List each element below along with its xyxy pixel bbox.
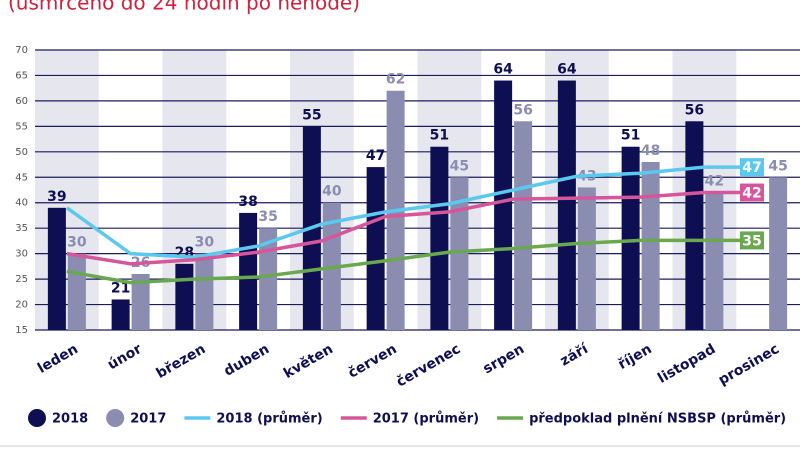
x-tick-label: březen [154, 341, 209, 382]
y-tick-label: 25 [15, 274, 28, 285]
y-tick-label: 50 [15, 147, 28, 158]
x-tick-label: duben [221, 341, 272, 380]
bar [557, 80, 576, 330]
x-tick-label: listopad [655, 341, 718, 387]
bar [685, 121, 704, 330]
bar-label: 45 [450, 158, 469, 174]
bar-label: 47 [366, 148, 385, 164]
legend-swatch [28, 409, 46, 427]
legend-label: předpoklad plnění NSBSP (průměr) [529, 412, 786, 427]
bar [641, 162, 660, 330]
bar [366, 167, 385, 330]
bar-label: 30 [67, 235, 87, 251]
x-tick-label: červenec [394, 341, 464, 390]
bar-label: 30 [195, 235, 215, 251]
bar [577, 187, 596, 330]
bar-label: 39 [47, 189, 66, 205]
bar [47, 207, 66, 330]
y-tick-label: 45 [15, 172, 28, 183]
x-tick-label: prosinec [716, 341, 782, 389]
bar-label: 35 [258, 209, 277, 225]
bar [705, 192, 724, 330]
y-tick-label: 20 [15, 300, 28, 311]
legend-label: 2018 [52, 412, 88, 427]
bar [450, 177, 469, 330]
legend-swatch [106, 409, 125, 427]
y-tick-label: 15 [15, 325, 28, 336]
x-tick-label: září [557, 340, 591, 369]
bar [131, 274, 150, 330]
bar-label: 48 [641, 143, 660, 159]
band [545, 50, 609, 330]
bar [514, 121, 533, 330]
band [672, 50, 737, 330]
y-tick-label: 70 [15, 45, 28, 56]
legend-label: 2018 (průměr) [216, 412, 322, 427]
bar-label: 51 [621, 128, 640, 144]
bar-label: 38 [238, 194, 257, 210]
y-tick-label: 65 [15, 70, 28, 81]
bar-label: 64 [557, 62, 577, 78]
band [35, 50, 99, 330]
bar [175, 263, 194, 330]
line [65, 165, 705, 259]
y-tick-label: 40 [15, 198, 28, 209]
x-tick-label: únor [105, 341, 145, 373]
bar [621, 146, 640, 330]
end-label: 42 [742, 186, 761, 202]
x-tick-label: květen [281, 341, 336, 382]
end-label: 47 [742, 160, 761, 176]
bar-label: 51 [430, 128, 449, 144]
x-tick-label: leden [35, 341, 81, 377]
y-tick-label: 55 [15, 121, 28, 132]
bar-label: 55 [302, 107, 321, 123]
end-label-box [740, 183, 764, 202]
bar-label: 42 [705, 174, 724, 190]
y-tick-label: 30 [15, 249, 28, 260]
chart-title: (usmrceno do 24 hodin po nehodě) [8, 0, 360, 15]
y-tick-label: 60 [15, 96, 28, 107]
bar [259, 228, 278, 330]
bar-label: 56 [513, 102, 532, 118]
bar [494, 80, 513, 330]
x-tick-label: srpen [480, 341, 527, 377]
legend-label: 2017 [130, 412, 166, 427]
bar-label: 64 [493, 62, 513, 78]
band [162, 50, 227, 330]
x-tick-label: říjen [615, 341, 654, 373]
legend-label: 2017 (průměr) [373, 412, 479, 427]
bar [67, 253, 86, 330]
bar [430, 146, 449, 330]
bar-label: 40 [322, 184, 342, 200]
end-label: 35 [742, 233, 761, 249]
bar [769, 177, 788, 330]
y-tick-label: 35 [15, 223, 28, 234]
bar [111, 299, 130, 330]
band [290, 50, 354, 330]
bar-label: 56 [685, 102, 704, 118]
x-tick-label: červen [345, 341, 399, 382]
line [66, 238, 705, 285]
band [417, 50, 482, 330]
end-label-box [740, 158, 764, 177]
bar-label: 21 [111, 280, 130, 296]
bar-label: 62 [386, 72, 405, 88]
bar [239, 212, 258, 330]
bar-label: 45 [768, 158, 787, 174]
end-label-box [740, 231, 764, 250]
bar [195, 253, 214, 330]
line [66, 190, 705, 266]
